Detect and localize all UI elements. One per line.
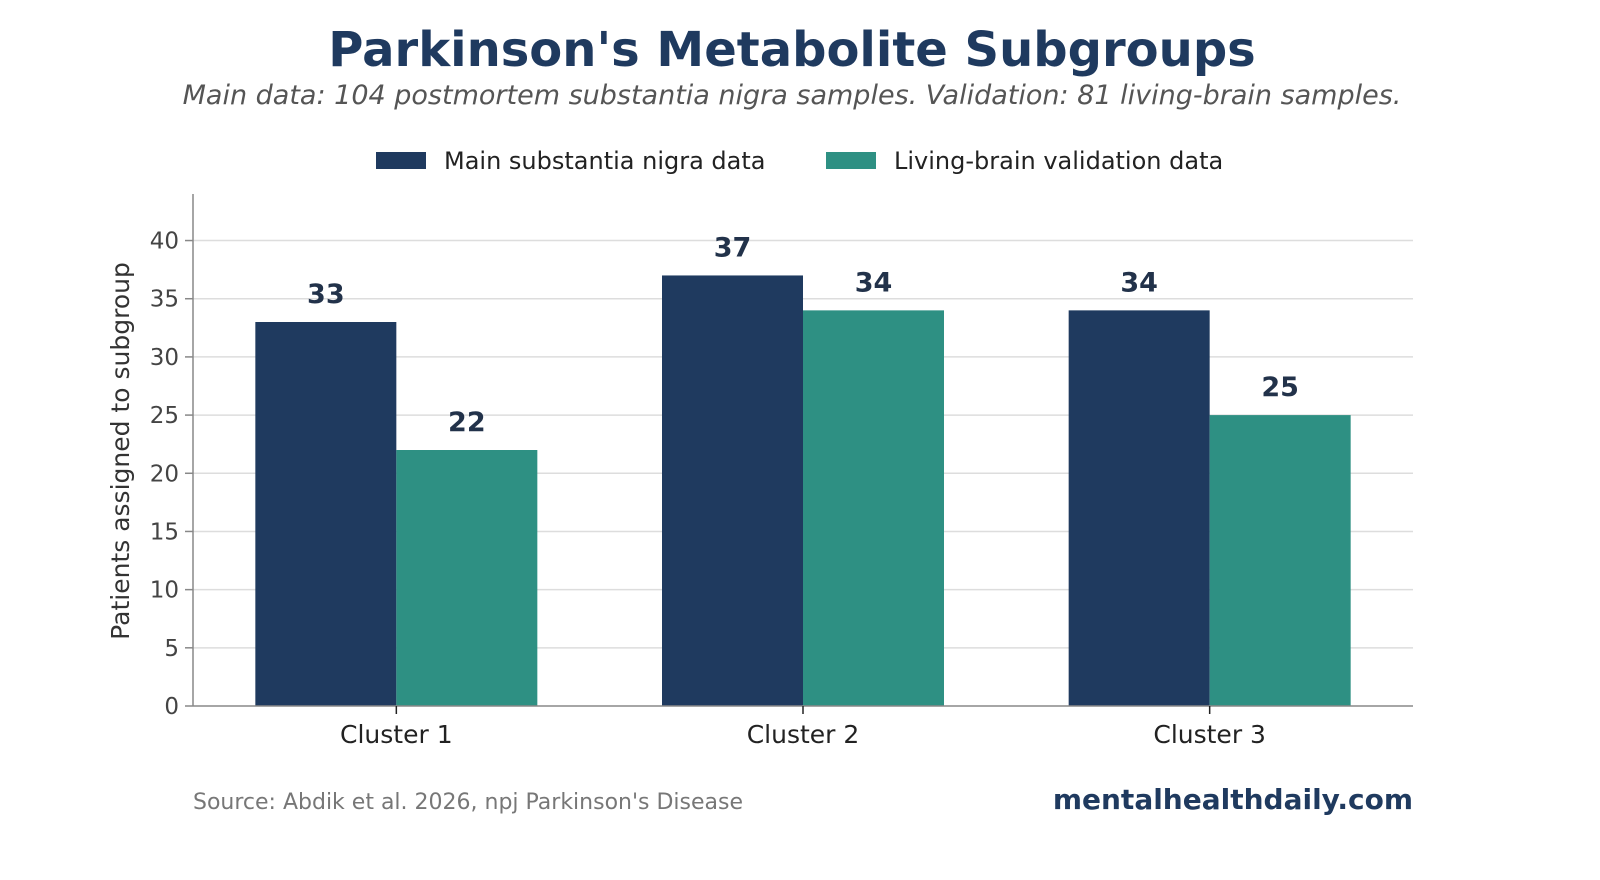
y-tick-label: 15 [150, 519, 179, 545]
chart-legend: Main substantia nigra data Living-brain v… [376, 147, 1223, 175]
y-tick-label: 35 [150, 287, 179, 313]
bar-validation-2 [803, 310, 944, 706]
bar-main-3 [1068, 310, 1210, 706]
data-label-main-2: 37 [714, 232, 752, 263]
data-label-validation-2: 34 [855, 267, 893, 298]
y-tick-label: 20 [150, 461, 179, 487]
y-tick-label: 40 [150, 229, 179, 255]
y-tick-label: 5 [164, 636, 179, 662]
legend-label-main: Main substantia nigra data [444, 147, 766, 175]
chart-title: Parkinson's Metabolite Subgroups [328, 22, 1256, 78]
chart-data-labels: 33 22 37 34 34 25 [307, 232, 1299, 438]
chart-subtitle: Main data: 104 postmortem substantia nig… [183, 80, 1402, 111]
x-tick-label-1: Cluster 1 [340, 720, 453, 749]
y-tick-label: 25 [150, 403, 179, 429]
brand-link[interactable]: mentalhealthdaily.com [1053, 783, 1413, 816]
legend-label-validation: Living-brain validation data [894, 147, 1223, 175]
y-tick-label: 10 [150, 578, 179, 604]
legend-swatch-validation [826, 152, 876, 169]
x-tick-label-2: Cluster 2 [747, 720, 860, 749]
x-tick-label-3: Cluster 3 [1153, 720, 1266, 749]
y-axis-ticks: 0 5 10 15 20 25 30 35 40 [150, 229, 193, 720]
y-tick-label: 0 [164, 694, 179, 720]
bar-validation-1 [396, 450, 538, 706]
data-label-validation-1: 22 [448, 407, 486, 438]
bar-validation-3 [1209, 415, 1351, 706]
data-label-validation-3: 25 [1261, 372, 1299, 403]
source-note: Source: Abdik et al. 2026, npj Parkinson… [193, 790, 743, 815]
data-label-main-3: 34 [1120, 267, 1158, 298]
bar-main-2 [662, 275, 803, 706]
bar-main-1 [255, 322, 397, 706]
y-axis-label: Patients assigned to subgroup [106, 262, 135, 640]
y-tick-label: 30 [150, 345, 179, 371]
chart-bars [255, 275, 1351, 706]
data-label-main-1: 33 [307, 279, 345, 310]
x-axis-ticks: Cluster 1 Cluster 2 Cluster 3 [340, 706, 1266, 749]
legend-swatch-main [376, 152, 426, 169]
